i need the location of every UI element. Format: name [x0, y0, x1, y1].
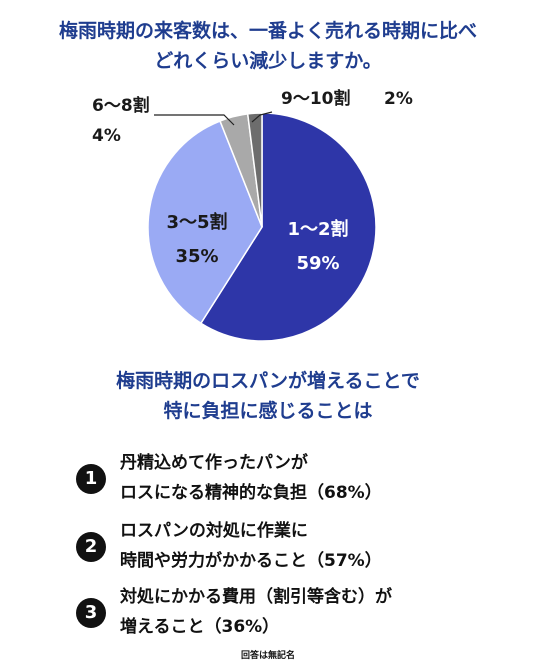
slice-category-label: 1〜2割: [287, 218, 348, 240]
section-title-line1: 梅雨時期のロスパンが増えることで: [116, 370, 420, 392]
ranking-text-line1: ロスパンの対処に作業に: [120, 521, 308, 541]
ranking-text-line1: 対処にかかる費用（割引等含む）が: [120, 587, 392, 607]
section-title-line2: 特に負担に感じることは: [163, 400, 373, 422]
slice-value-label: 4%: [92, 126, 121, 146]
leader-line: [154, 114, 235, 126]
slice-category-label: 3〜5割: [166, 211, 227, 233]
slice-category-label: 6〜8割: [92, 95, 150, 116]
slice-value-label: 59%: [296, 253, 339, 274]
leader-line: [251, 111, 273, 123]
footnote: 回答は無記名: [240, 651, 295, 661]
pie-slice: [199, 112, 377, 342]
ranking-text-line2: 増えること（36%）: [120, 617, 280, 637]
slice-category-label: 9〜10割: [281, 88, 351, 109]
pie-leader-lines: [154, 111, 273, 126]
ranking-text-line2: 時間や労力がかかること（57%）: [120, 551, 382, 571]
rank-number-badge: 3: [76, 598, 106, 628]
chart-title-line1: 梅雨時期の来客数は、一番よく売れる時期に比べ: [58, 20, 477, 42]
ranking-text-line1: 丹精込めて作ったパンが: [120, 453, 308, 473]
ranking-text-line2: ロスになる精神的な負担（68%）: [120, 483, 382, 503]
pie-labels: 1〜2割 59% 3〜5割 35% 6〜8割 4% 9〜10割 2%: [92, 88, 413, 274]
slice-value-label: 2%: [384, 89, 413, 109]
rank-number-badge: 2: [76, 532, 106, 562]
rank-number-badge: 1: [76, 464, 106, 494]
pie-slice: [147, 120, 263, 325]
chart-title-line2: どれくらい減少しますか。: [154, 50, 382, 72]
pie-slices: [147, 112, 377, 342]
slice-value-label: 35%: [175, 246, 218, 267]
pie-slice: [246, 112, 263, 228]
pie-chart: 1〜2割 59% 3〜5割 35% 6〜8割 4% 9〜10割 2%: [92, 88, 413, 342]
